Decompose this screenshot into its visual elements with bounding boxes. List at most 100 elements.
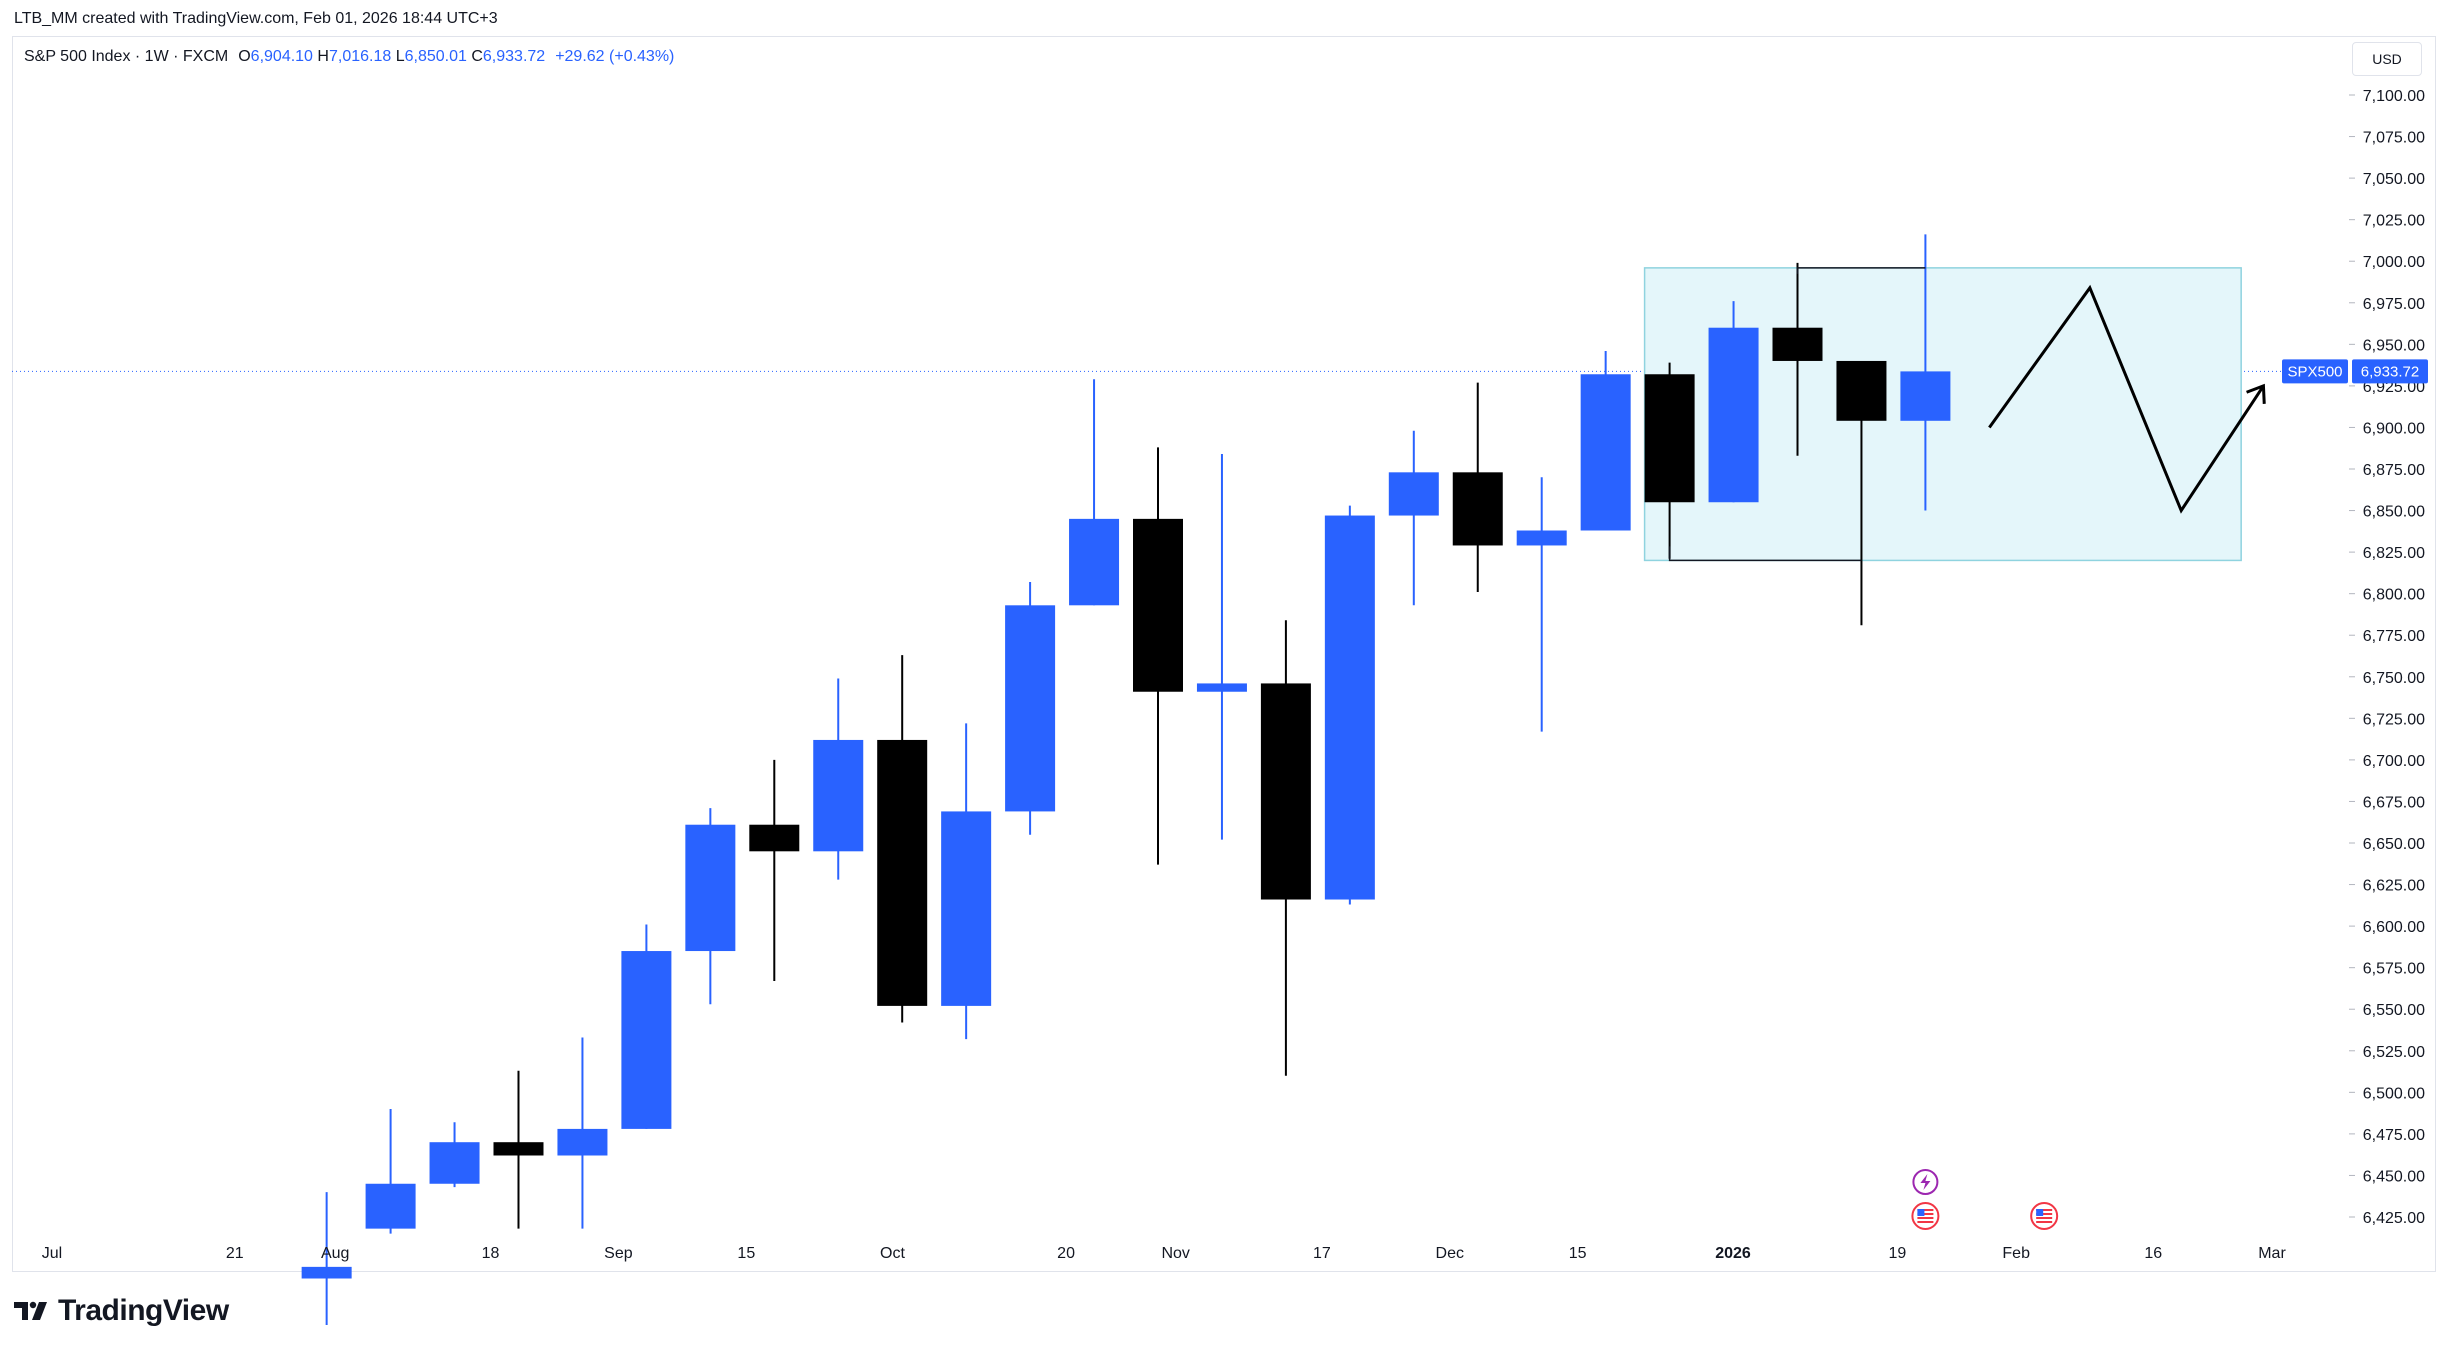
candle-body: [1005, 605, 1056, 812]
tradingview-logo-icon: [14, 1301, 47, 1320]
candle[interactable]: [813, 678, 864, 880]
candle[interactable]: [749, 759, 800, 981]
candle[interactable]: [1069, 379, 1120, 606]
candle[interactable]: [877, 655, 928, 1023]
candle-body: [877, 739, 928, 1006]
candle[interactable]: [1452, 382, 1503, 593]
x-tick-label: Dec: [1436, 1245, 1464, 1262]
price-axis: 7,100.00 7,075.00 7,050.00 7,025.00 7,000.00…: [2349, 88, 2425, 1227]
y-tick-label: 6,450.00: [2363, 1168, 2425, 1185]
candle-body: [557, 1128, 608, 1156]
candle[interactable]: [365, 1108, 416, 1234]
x-tick-label: Feb: [2002, 1245, 2030, 1262]
candle[interactable]: [1005, 582, 1056, 835]
candle[interactable]: [1900, 234, 1951, 511]
x-tick-label: 20: [1057, 1245, 1075, 1262]
y-tick-label: 7,000.00: [2363, 254, 2425, 271]
candle[interactable]: [301, 1192, 352, 1326]
candle[interactable]: [685, 808, 736, 1005]
candle[interactable]: [621, 924, 672, 1129]
legend-close: 6,933.72: [482, 48, 546, 65]
current-price-badge: SPX500 6,933.72: [2282, 359, 2428, 384]
y-tick-label: 7,075.00: [2363, 130, 2425, 147]
flag-stripe: [2036, 1213, 2053, 1215]
flag-stripe: [2036, 1209, 2053, 1211]
annotation-layer: [1668, 267, 2266, 562]
candle[interactable]: [1580, 350, 1631, 531]
candle[interactable]: [941, 723, 992, 1040]
candle-body: [1133, 518, 1183, 692]
candle-body: [1069, 518, 1120, 606]
legend-ohlc: O6,904.10 H7,016.18 L6,850.01 C6,933.72: [238, 48, 545, 66]
candle[interactable]: [1388, 430, 1439, 606]
x-tick-label: Oct: [880, 1245, 905, 1262]
y-tick-label: 6,975.00: [2363, 296, 2425, 313]
x-tick-label: 15: [737, 1245, 755, 1262]
time-axis: Jul 21 Aug 18 Sep 15 Oct 20 Nov 17 Dec 15 2026 19 Feb 1…: [42, 1245, 2287, 1262]
x-tick-label: 2026: [1715, 1245, 1751, 1262]
us-flag-icon[interactable]: [1911, 1202, 1940, 1230]
candle[interactable]: [1196, 454, 1247, 840]
candle-body: [1324, 515, 1375, 900]
candle[interactable]: [1708, 301, 1759, 503]
y-tick-label: 7,025.00: [2363, 213, 2425, 230]
candle[interactable]: [1133, 447, 1183, 865]
price-badge-bg: [2352, 359, 2428, 384]
candle[interactable]: [1772, 262, 1823, 456]
candle[interactable]: [429, 1122, 480, 1188]
x-tick-label: 15: [1569, 1245, 1587, 1262]
y-tick-label: 6,800.00: [2363, 587, 2425, 604]
x-tick-label: Jul: [42, 1245, 62, 1262]
candle[interactable]: [1836, 360, 1887, 626]
y-tick-label: 6,675.00: [2363, 794, 2425, 811]
x-tick-label: 18: [482, 1245, 500, 1262]
chart-frame: [12, 36, 2436, 1272]
x-tick-label: 17: [1313, 1245, 1331, 1262]
y-tick-label: 6,625.00: [2363, 878, 2425, 895]
y-tick-label: 6,700.00: [2363, 753, 2425, 770]
candle-body: [749, 824, 800, 852]
price-badge-text: 6,933.72: [2361, 363, 2419, 380]
candle[interactable]: [493, 1070, 544, 1229]
flag-stripe: [1917, 1209, 1934, 1211]
y-tick-label: 7,050.00: [2363, 171, 2425, 188]
range-line-bottom[interactable]: [1668, 546, 1862, 562]
ticker-badge-text: SPX500: [2287, 363, 2342, 380]
currency-button[interactable]: USD: [2352, 42, 2422, 76]
candle-body: [941, 811, 992, 1006]
legend-low-key: L: [395, 48, 405, 65]
lightning-glyph: [1920, 1174, 1931, 1190]
y-tick-label: 6,475.00: [2363, 1127, 2425, 1144]
candle[interactable]: [1644, 362, 1695, 559]
candle[interactable]: [557, 1037, 608, 1229]
range-line-top[interactable]: [1796, 267, 1926, 274]
x-tick-label: Nov: [1161, 1245, 1189, 1262]
y-tick-label: 6,750.00: [2363, 670, 2425, 687]
candle[interactable]: [1324, 505, 1375, 905]
y-tick-label: 6,550.00: [2363, 1002, 2425, 1019]
flag-badge: [1911, 1202, 1940, 1230]
y-tick-label: 6,775.00: [2363, 628, 2425, 645]
y-tick-label: 6,425.00: [2363, 1210, 2425, 1227]
candle-body: [493, 1142, 544, 1156]
x-tick-label: Sep: [604, 1245, 633, 1262]
candle-body: [1260, 683, 1311, 900]
candle-body: [429, 1142, 480, 1184]
legend-symbol[interactable]: S&P 500 Index · 1W · FXCM: [24, 48, 229, 65]
candle[interactable]: [1516, 477, 1567, 732]
projection-path[interactable]: [1988, 284, 2265, 514]
flag-canton: [2036, 1209, 2044, 1216]
us-flag-icon[interactable]: [2030, 1202, 2059, 1230]
event-layer: [1911, 1169, 2059, 1230]
candle-body: [1644, 374, 1695, 503]
y-tick-label: 6,500.00: [2363, 1085, 2425, 1102]
y-tick-label: 6,900.00: [2363, 420, 2425, 437]
legend-low: 6,850.01: [404, 48, 467, 65]
candle[interactable]: [1260, 620, 1311, 1076]
ticker-badge-bg: [2282, 359, 2348, 384]
chart-attribution: LTB_MM created with TradingView.com, Feb…: [14, 10, 498, 27]
candle-body: [1900, 371, 1951, 421]
lightning-icon[interactable]: [1912, 1169, 1939, 1195]
flag-stripe: [1917, 1213, 1934, 1215]
